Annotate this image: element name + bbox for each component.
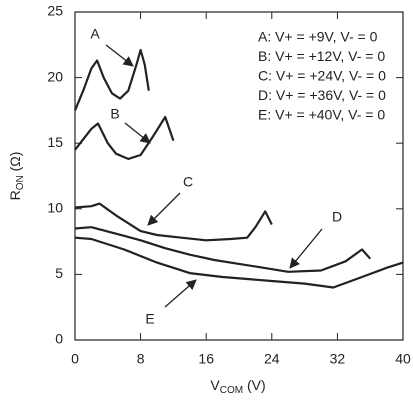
legend-entry: E: V+ = +40V, V- = 0 bbox=[258, 107, 385, 123]
legend-entry: C: V+ = +24V, V- = 0 bbox=[258, 68, 386, 84]
y-tick-label: 5 bbox=[55, 265, 63, 281]
x-tick-label: 8 bbox=[137, 351, 145, 367]
x-label-suffix: (V) bbox=[243, 377, 266, 393]
annotation-label: D bbox=[332, 209, 342, 225]
x-axis-label: VCOM (V) bbox=[210, 377, 265, 396]
y-tick-label: 15 bbox=[47, 134, 63, 150]
y-axis-label: RON (Ω) bbox=[7, 152, 26, 201]
x-label-main: V bbox=[210, 377, 220, 393]
series-line bbox=[74, 226, 372, 273]
x-tick-label: 0 bbox=[71, 351, 79, 367]
annotation-arrow bbox=[289, 228, 323, 269]
x-tick-label: 16 bbox=[198, 351, 214, 367]
y-tick-label: 10 bbox=[47, 200, 63, 216]
legend-entry: A: V+ = +9V, V- = 0 bbox=[258, 29, 378, 45]
annotation-label: E bbox=[145, 311, 154, 327]
y-label-sub: ON bbox=[15, 175, 26, 190]
annotation-arrow bbox=[147, 192, 181, 226]
series-line bbox=[74, 236, 404, 289]
y-label-main: R bbox=[7, 190, 23, 200]
x-tick-label: 24 bbox=[264, 351, 280, 367]
y-tick-label: 20 bbox=[47, 68, 63, 84]
annotation-label: A bbox=[90, 26, 100, 42]
series-line bbox=[73, 48, 150, 111]
series-line bbox=[74, 202, 273, 242]
annotation-label: C bbox=[183, 174, 193, 190]
y-label-suffix: (Ω) bbox=[7, 152, 23, 176]
annotation-arrow bbox=[105, 44, 134, 67]
legend-entry: B: V+ = +12V, V- = 0 bbox=[258, 48, 385, 64]
x-tick-label: 32 bbox=[330, 351, 346, 367]
plot-frame bbox=[74, 11, 404, 341]
x-label-sub: COM bbox=[220, 385, 243, 396]
legend-entry: D: V+ = +36V, V- = 0 bbox=[258, 87, 386, 103]
annotation-arrow bbox=[164, 279, 197, 308]
series-line bbox=[74, 115, 175, 160]
x-tick-label: 40 bbox=[395, 351, 411, 367]
annotation-arrow bbox=[124, 122, 151, 144]
annotation-label: B bbox=[110, 106, 119, 122]
y-tick-label: 0 bbox=[55, 331, 63, 347]
y-tick-label: 25 bbox=[47, 3, 63, 19]
